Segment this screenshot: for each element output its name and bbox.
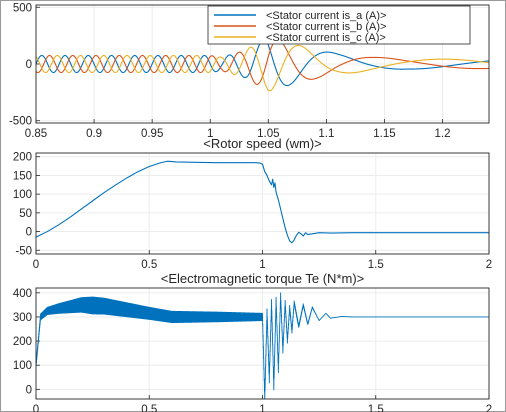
series-line-3 [36, 44, 489, 92]
y-tick-label: 100 [13, 360, 32, 372]
series-line-1 [36, 160, 489, 244]
chart-1: 0.85 0.9 0.95 1 1.05 1.1 1.15 1.2 -500 0 500 <Stato… [9, 2, 490, 140]
y-tick-label: 500 [13, 2, 32, 14]
axes-box [35, 152, 490, 255]
x-tick-label: 0.5 [141, 404, 157, 412]
y-tick-label: 50 [19, 208, 32, 220]
y-tick-label: 400 [13, 288, 32, 300]
x-tick-label: 1.05 [257, 128, 279, 140]
axes-box [35, 4, 490, 124]
y-tick-label: 200 [13, 336, 32, 348]
x-tick-label: 0.95 [141, 128, 163, 140]
legend-entry: <Stator current is_b (A)> [266, 21, 386, 33]
plot-series [36, 292, 489, 399]
y-tick-label: 0 [26, 59, 32, 71]
x-tick-label: 1.15 [373, 128, 395, 140]
y-tick-label: -500 [9, 116, 32, 128]
x-tick-label: 0 [33, 259, 39, 271]
chart-title: <Electromagnetic torque Te (N*m)> [161, 271, 365, 286]
series-line-1 [36, 292, 489, 399]
y-tick-label: 200 [13, 152, 32, 164]
x-tick-label: 1.2 [435, 128, 451, 140]
x-tick-label: 2 [486, 259, 492, 271]
x-tick-label: 1.5 [368, 259, 384, 271]
x-tick-label: 0.85 [25, 128, 47, 140]
x-tick-label: 1.5 [368, 404, 384, 412]
y-tick-label: 100 [13, 189, 32, 201]
x-tick-label: 1.1 [318, 128, 334, 140]
x-tick-label: 1 [259, 404, 265, 412]
y-tick-label: 150 [13, 170, 32, 182]
legend-entry: <Stator current is_c (A)> [266, 32, 386, 44]
x-tick-label: 0 [33, 404, 39, 412]
axes-box [35, 287, 490, 400]
legend-entry: <Stator current is_a (A)> [266, 10, 386, 22]
y-tick-label: 300 [13, 312, 32, 324]
x-tick-label: 1 [259, 259, 265, 271]
chart-title: <Rotor speed (wm)> [203, 136, 322, 151]
y-tick-label: 0 [26, 227, 32, 239]
chart-3: 0 0.5 1 1.5 2 0 100 200 300 400 <Electromagnetic t… [13, 271, 492, 412]
legend: <Stator current is_a (A)><Stator current… [207, 5, 471, 45]
y-tick-label: 0 [26, 384, 32, 396]
x-tick-label: 1 [207, 128, 213, 140]
y-tick-label: -50 [15, 245, 32, 257]
x-tick-label: 2 [486, 404, 492, 412]
plot-series [36, 160, 489, 244]
x-tick-label: 0.9 [86, 128, 102, 140]
x-tick-label: 0.5 [141, 259, 157, 271]
